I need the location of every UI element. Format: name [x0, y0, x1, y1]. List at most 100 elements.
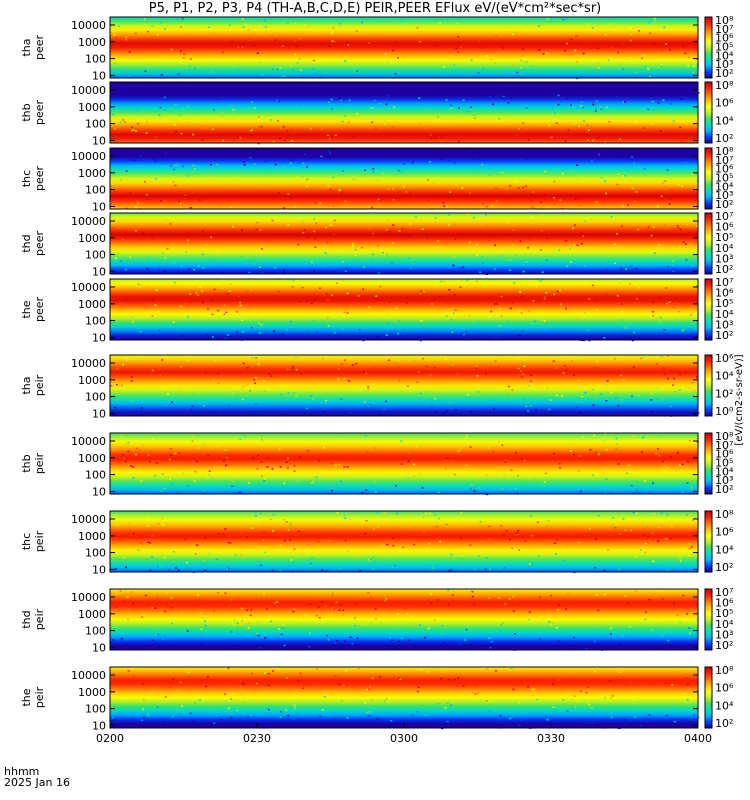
panel-thb_peir: 10000 1000 100 10 thb peir 10⁸10⁷10⁶10⁵10⁴10³1… [20, 430, 734, 498]
colorbar-tick-label: 10⁴ [715, 370, 734, 383]
colorbar-tick-label: 10⁴ [715, 308, 734, 321]
speckle-the_peir [111, 667, 700, 730]
colorbar-tick-label: 10⁶ [715, 97, 734, 110]
speckle-thd_peir [111, 589, 698, 651]
colorbar-tick-label: 10⁷ [715, 276, 733, 289]
colorbar-tick-label: 10³ [715, 252, 733, 265]
colorbar-unit-label: [eV/(cm2-s-sr-eV)] [734, 354, 745, 445]
colorbar-thc_peir [704, 510, 713, 573]
ytick-label: 1000 [78, 452, 106, 465]
colorbar-tick-label: 10⁴ [715, 543, 734, 556]
colorbar-tick-label: 10⁰ [715, 405, 734, 418]
colorbar-tick-label: 10³ [715, 318, 733, 331]
ytick-label: 1000 [78, 232, 106, 245]
colorbar-tick-label: 10⁸ [715, 508, 734, 521]
ytick-label: 10 [92, 200, 106, 213]
ylabel-thd_peer: thd [20, 234, 33, 252]
colorbar-tick-label: 10⁶ [715, 287, 734, 300]
speckle-thc_peer [111, 148, 699, 210]
colorbar-tick-label: 10⁶ [715, 352, 734, 365]
spectrogram-thd_peer [110, 213, 698, 274]
ytick-label: 10000 [71, 215, 106, 228]
ylabel-the_peer: the [20, 300, 33, 318]
ytick-label: 10 [92, 69, 106, 82]
xtick-label: 0330 [537, 732, 565, 745]
ytick-label: 1000 [78, 686, 106, 699]
ytick-label: 1000 [78, 167, 106, 180]
ytick-label: 10000 [71, 281, 106, 294]
speckle-thd_peer [111, 213, 698, 275]
ytick-label: 100 [85, 547, 106, 560]
ylabel-thc_peer: thc [20, 170, 33, 187]
ytick-label: 1000 [78, 608, 106, 621]
spectrogram-thb_peer [110, 82, 698, 143]
frame-the_peer [109, 278, 699, 341]
ytick-label: 1000 [78, 530, 106, 543]
spectrogram-the_peir [110, 667, 698, 728]
frame-thc_peer [109, 147, 699, 210]
speckle-thc_peir [112, 511, 697, 573]
colorbar-tick-label: 10⁴ [715, 114, 734, 127]
panel-thb_peer: 10000 1000 100 10 thb peer 10⁸ 10⁶ 10⁴ 10² [20, 79, 734, 147]
colorbar-tick-label: 10² [715, 263, 733, 276]
ytick-label: 1000 [78, 298, 106, 311]
ytick-label: 100 [85, 469, 106, 482]
frame-tha_peir [109, 354, 699, 417]
colorbar-tick-label: 10⁵ [715, 457, 733, 470]
ylabel-the_peir: peir [33, 686, 46, 708]
ylabel-tha_peer: peer [33, 35, 46, 61]
ytick-label: 10 [92, 485, 106, 498]
panel-thc_peer: 10000 1000 100 10 thc peer 10⁸10⁷10⁶10⁵10⁴10³1… [20, 145, 734, 213]
ytick-label: 100 [85, 118, 106, 131]
ytick-label: 1000 [78, 101, 106, 114]
xtick-label: 0400 [684, 732, 712, 745]
colorbar-tick-label: 10⁶ [715, 448, 734, 461]
ytick-label: 10 [92, 641, 106, 654]
colorbar-tick-label: 10² [715, 198, 733, 211]
colorbar-thd_peir [704, 588, 713, 651]
colorbar-tick-label: 10⁶ [715, 163, 734, 176]
spectrogram-thb_peir [110, 433, 698, 494]
ylabel-thc_peir: thc [20, 533, 33, 550]
colorbar-tick-label: 10⁵ [715, 41, 733, 54]
ytick-label: 100 [85, 53, 106, 66]
colorbar-tick-label: 10² [715, 639, 733, 652]
ylabel-thd_peer: peer [33, 231, 46, 257]
colorbar-thb_peir [704, 432, 713, 495]
ytick-label: 1000 [78, 36, 106, 49]
colorbar-tick-label: 10⁸ [715, 79, 734, 92]
frame-thb_peir [109, 432, 699, 495]
colorbar-tha_peer [704, 16, 713, 79]
ytick-label: 100 [85, 249, 106, 262]
frame-thd_peir [109, 588, 699, 651]
date-label: 2025 Jan 16 [4, 776, 70, 789]
colorbar-tick-label: 10⁶ [715, 526, 734, 539]
spectrogram-thd_peir [110, 589, 698, 650]
panel-tha_peir: 10000 1000 100 10 tha peir 10⁶ 10⁴ 10² 10⁰ [20, 352, 734, 420]
ytick-label: 10 [92, 331, 106, 344]
colorbar-tick-label: 10⁷ [715, 154, 733, 167]
speckle-thb_peir [110, 433, 700, 496]
colorbar-tick-label: 10⁷ [715, 210, 733, 223]
ylabel-the_peir: the [20, 688, 33, 706]
chart-title: P5, P1, P2, P3, P4 (TH-A,B,C,D,E) PEIR,P… [148, 1, 602, 16]
colorbar-tick-label: 10³ [715, 628, 733, 641]
spectrogram-tha_peer [110, 17, 698, 78]
ytick-label: 10000 [71, 591, 106, 604]
colorbar-tick-label: 10⁴ [715, 242, 734, 255]
ylabel-thb_peir: peir [33, 452, 46, 474]
colorbar-thc_peer [704, 147, 713, 210]
ylabel-thc_peir: peir [33, 530, 46, 552]
ytick-label: 10000 [71, 513, 106, 526]
colorbar-tick-label: 10⁴ [715, 618, 734, 631]
speckle-thb_peer [110, 82, 700, 145]
colorbar-tick-label: 10⁸ [715, 14, 734, 27]
colorbar-thb_peer [704, 81, 713, 144]
colorbar-tick-label: 10⁸ [715, 664, 734, 677]
x-axis: 0200 0230 0300 0330 0400 [96, 723, 712, 745]
